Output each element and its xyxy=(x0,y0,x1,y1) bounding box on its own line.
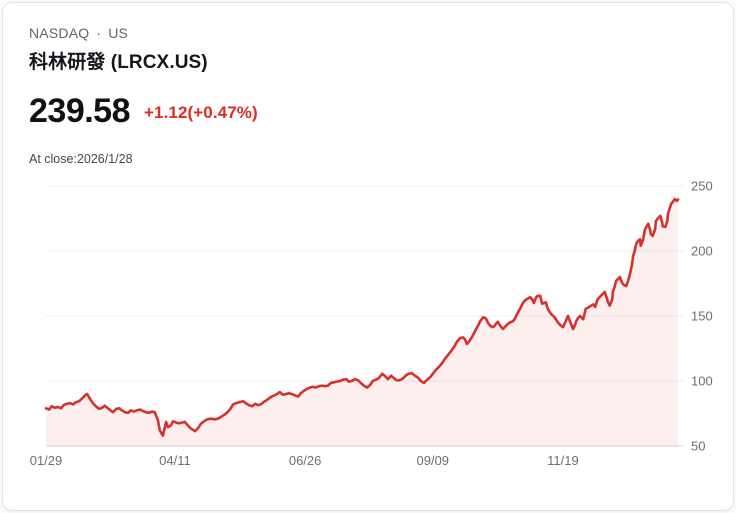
x-axis-label: 04/11 xyxy=(159,453,191,468)
close-info: At close:2026/1/28 xyxy=(29,152,133,166)
stock-title: 科林研發 (LRCX.US) xyxy=(29,52,208,73)
x-axis-label: 01/29 xyxy=(30,453,63,468)
y-axis-label: 200 xyxy=(691,244,713,259)
y-axis-label: 250 xyxy=(691,179,713,194)
market-label: US xyxy=(108,25,129,41)
header: NASDAQ · US 科林研發 (LRCX.US) 239.58 +1.12(… xyxy=(29,25,707,166)
chart-price-line xyxy=(44,197,680,437)
price-chart-svg[interactable]: 250 200 150 100 50 01/29 04/11 06/26 09/09 11/19 xyxy=(3,173,736,473)
x-axis-label: 06/26 xyxy=(289,453,322,468)
price-chart[interactable]: 250 200 150 100 50 01/29 04/11 06/26 09/09 11/19 xyxy=(3,173,736,473)
chart-area-fill xyxy=(46,199,678,446)
exchange-label: NASDAQ xyxy=(29,25,90,41)
x-axis-label: 11/19 xyxy=(547,453,579,468)
y-axis-label: 100 xyxy=(691,374,713,389)
separator-dot: · xyxy=(96,25,102,41)
y-axis-label: 50 xyxy=(691,439,705,454)
x-axis-label: 09/09 xyxy=(417,453,450,468)
exchange-row: NASDAQ · US xyxy=(29,25,707,41)
price-row: 239.58 +1.12(+0.47%) xyxy=(29,94,707,128)
price-change: +1.12(+0.47%) xyxy=(144,102,258,122)
current-price: 239.58 xyxy=(29,92,131,130)
y-axis-label: 150 xyxy=(691,309,713,324)
